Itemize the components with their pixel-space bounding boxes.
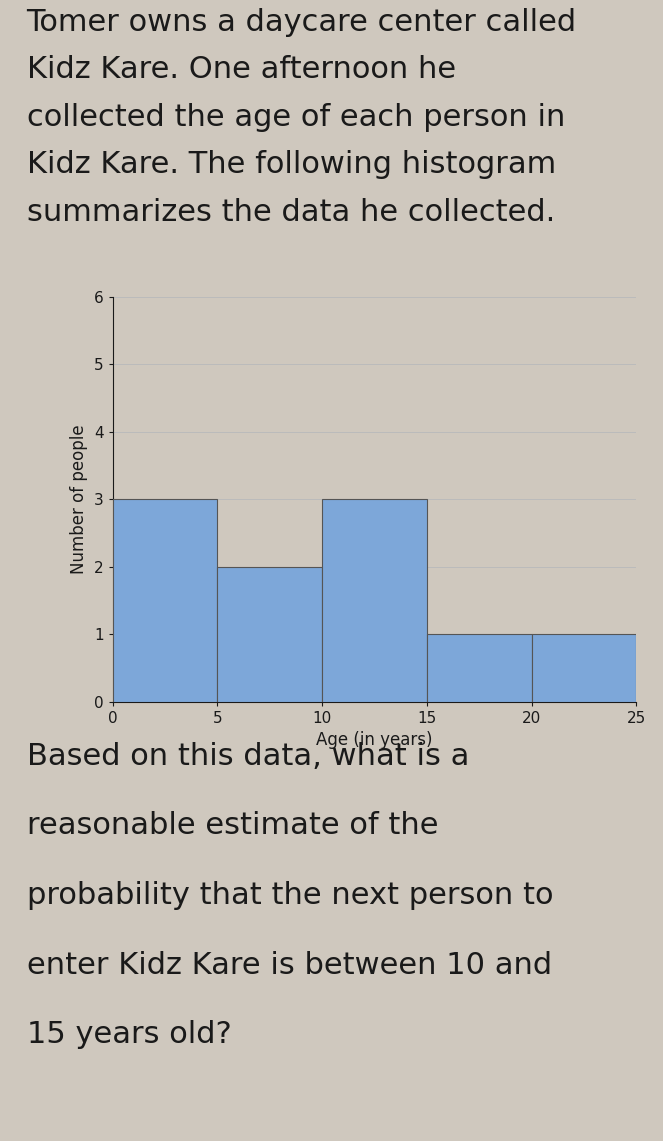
Text: Based on this data, what is a: Based on this data, what is a <box>27 742 469 770</box>
Text: Kidz Kare. One afternoon he: Kidz Kare. One afternoon he <box>27 55 455 84</box>
Bar <box>113 500 217 702</box>
Text: summarizes the data he collected.: summarizes the data he collected. <box>27 197 555 227</box>
Bar <box>217 567 322 702</box>
Text: 15 years old?: 15 years old? <box>27 1020 231 1050</box>
X-axis label: Age (in years): Age (in years) <box>316 731 433 750</box>
Text: Kidz Kare. The following histogram: Kidz Kare. The following histogram <box>27 151 556 179</box>
Text: reasonable estimate of the: reasonable estimate of the <box>27 811 438 840</box>
Bar <box>532 634 636 702</box>
Text: probability that the next person to: probability that the next person to <box>27 881 553 909</box>
Y-axis label: Number of people: Number of people <box>70 424 88 574</box>
Bar <box>427 634 532 702</box>
Text: Tomer owns a daycare center called: Tomer owns a daycare center called <box>27 8 577 37</box>
Bar <box>322 500 427 702</box>
Text: collected the age of each person in: collected the age of each person in <box>27 103 565 131</box>
Text: enter Kidz Kare is between 10 and: enter Kidz Kare is between 10 and <box>27 950 552 979</box>
